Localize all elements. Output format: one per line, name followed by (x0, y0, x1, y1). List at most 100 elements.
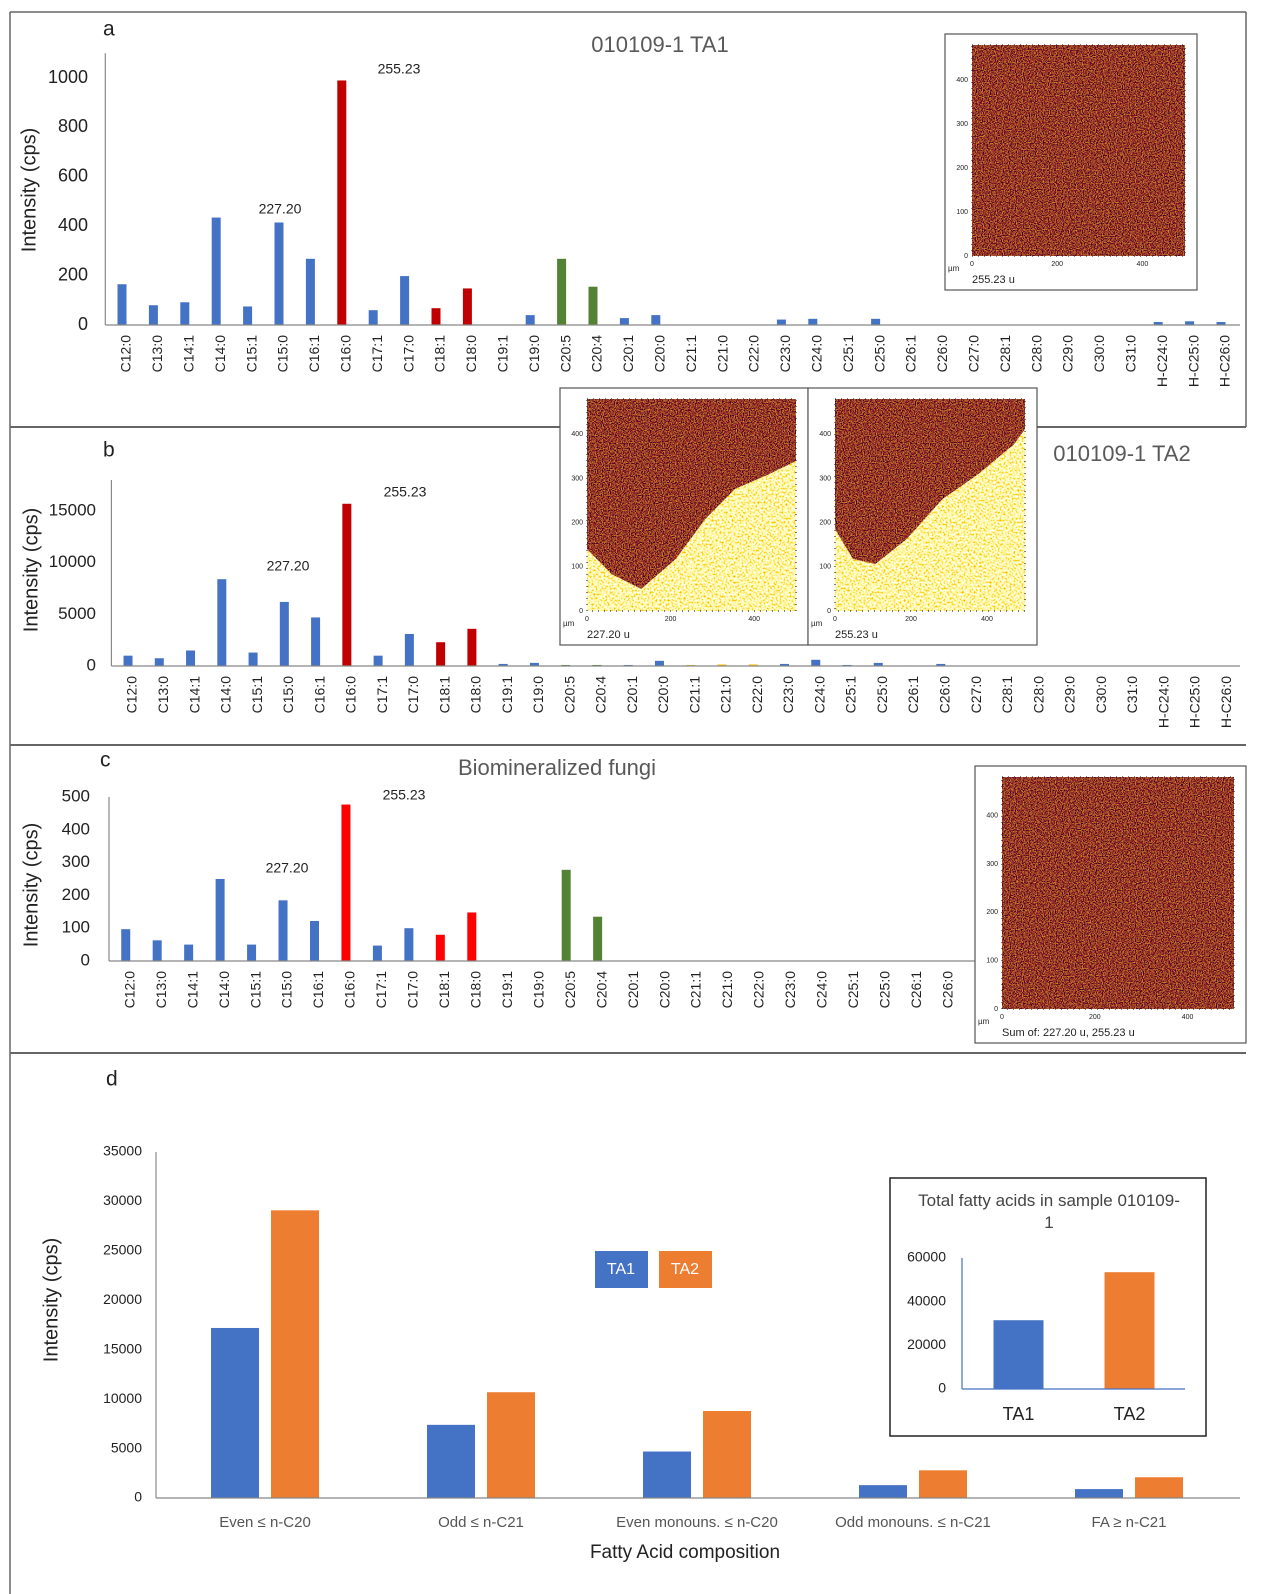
x-tick-label: C27:0 (968, 676, 984, 714)
image-y-tick: 300 (956, 121, 968, 128)
x-tick-label: C21:0 (719, 971, 735, 1009)
image-x-tick: 200 (905, 616, 917, 623)
image-y-tick: 400 (819, 431, 831, 438)
micrograph-field (972, 45, 1185, 256)
bar (117, 284, 127, 325)
bar (588, 286, 598, 325)
x-tick-label: C21:0 (718, 676, 734, 714)
x-tick-label: C31:0 (1124, 676, 1140, 714)
panel-letter: d (106, 1068, 118, 1091)
x-tick-label: C19:1 (499, 676, 515, 714)
y-tick-label: 35000 (103, 1143, 142, 1159)
x-tick-label: C20:5 (557, 335, 573, 373)
x-tick-label: TA1 (1003, 1404, 1035, 1424)
y-tick-label: 60000 (907, 1249, 946, 1265)
x-tick-label: C20:0 (656, 971, 672, 1009)
y-tick-label: 0 (78, 314, 88, 334)
x-tick-label: C22:0 (749, 676, 765, 714)
x-tick-label: C27:0 (966, 335, 982, 373)
y-tick-label: 10000 (49, 552, 96, 571)
chart-title: 010109-1 TA1 (591, 32, 728, 57)
x-tick-label: C20:4 (593, 676, 609, 714)
x-tick-label: C14:0 (218, 676, 234, 714)
micrograph (974, 765, 1247, 1044)
x-tick-label: C16:0 (342, 971, 358, 1009)
legend-swatch (659, 1251, 712, 1288)
micrograph (559, 387, 809, 646)
bar (121, 929, 131, 961)
image-y-tick: 200 (956, 165, 968, 172)
bar (498, 663, 508, 666)
y-tick-label: 0 (134, 1489, 142, 1505)
bar (1185, 321, 1195, 325)
x-tick-label: C25:1 (843, 676, 859, 714)
x-tick-label: C29:0 (1062, 676, 1078, 714)
image-x-tick: 400 (1182, 1014, 1194, 1021)
bar (703, 1411, 751, 1498)
x-tick-label: C16:0 (338, 335, 354, 373)
bar (278, 900, 288, 961)
x-tick-label: C26:1 (905, 676, 921, 714)
image-y-tick: 0 (579, 608, 583, 615)
annotation: 255.23 (383, 787, 426, 803)
x-tick-label: C23:0 (780, 676, 796, 714)
bar (435, 934, 445, 961)
bar (152, 940, 162, 961)
x-tick-label: C15:0 (280, 676, 296, 714)
legend-label: TA1 (607, 1261, 635, 1278)
x-tick-label: C21:1 (688, 971, 704, 1009)
image-y-tick: 0 (964, 253, 968, 260)
y-axis-title: Intensity (cps) (40, 1238, 62, 1362)
x-tick-label: H-C25:0 (1185, 335, 1201, 387)
bar (305, 258, 315, 325)
bar (279, 601, 289, 666)
image-unit: µm (563, 619, 575, 628)
image-caption: 255.23 u (835, 629, 878, 641)
x-tick-label: C25:1 (845, 971, 861, 1009)
bar (123, 655, 133, 666)
x-tick-label: C22:0 (746, 335, 762, 373)
micrograph-field (1002, 777, 1234, 1009)
x-tick-label: C30:0 (1093, 676, 1109, 714)
x-tick-label: C28:1 (997, 335, 1013, 373)
bar (643, 1451, 691, 1498)
x-tick-label: C15:0 (279, 971, 295, 1009)
x-tick-label: C26:1 (903, 335, 919, 373)
bar (1104, 1272, 1155, 1389)
x-tick-label: FA ≥ n-C21 (1092, 1514, 1167, 1531)
bar (993, 1320, 1044, 1389)
x-tick-label: C13:0 (155, 676, 171, 714)
x-tick-label: C21:0 (714, 335, 730, 373)
x-tick-label: H-C24:0 (1154, 335, 1170, 387)
annotation: 227.20 (266, 860, 309, 876)
image-unit: µm (978, 1017, 990, 1026)
bar (779, 663, 789, 666)
x-tick-label: C20:1 (625, 971, 641, 1009)
y-tick-label: 20000 (907, 1336, 946, 1352)
x-tick-label: C26:0 (939, 971, 955, 1009)
bar (427, 1424, 475, 1498)
image-y-tick: 100 (571, 564, 583, 571)
image-x-tick: 0 (833, 616, 837, 623)
bar (525, 315, 535, 325)
x-tick-label: C24:0 (809, 335, 825, 373)
y-tick-label: 15000 (103, 1340, 142, 1356)
x-tick-label: C25:0 (871, 335, 887, 373)
x-tick-label: C14:1 (184, 971, 200, 1009)
x-tick-label: C17:0 (405, 971, 421, 1009)
x-tick-label: C21:1 (686, 676, 702, 714)
y-tick-label: 300 (62, 852, 90, 871)
x-tick-label: C13:0 (149, 335, 165, 373)
y-tick-label: 400 (62, 819, 90, 838)
x-tick-label: C19:1 (495, 335, 511, 373)
image-x-tick: 200 (665, 616, 677, 623)
image-caption: 227.20 u (587, 629, 630, 641)
bar (651, 315, 661, 325)
image-y-tick: 200 (986, 909, 998, 916)
x-tick-label: C20:1 (620, 335, 636, 373)
x-tick-label: C23:0 (777, 335, 793, 373)
image-x-tick: 0 (970, 261, 974, 268)
x-tick-label: C18:0 (468, 676, 484, 714)
panel-letter: c (100, 749, 111, 772)
bar (211, 217, 221, 325)
